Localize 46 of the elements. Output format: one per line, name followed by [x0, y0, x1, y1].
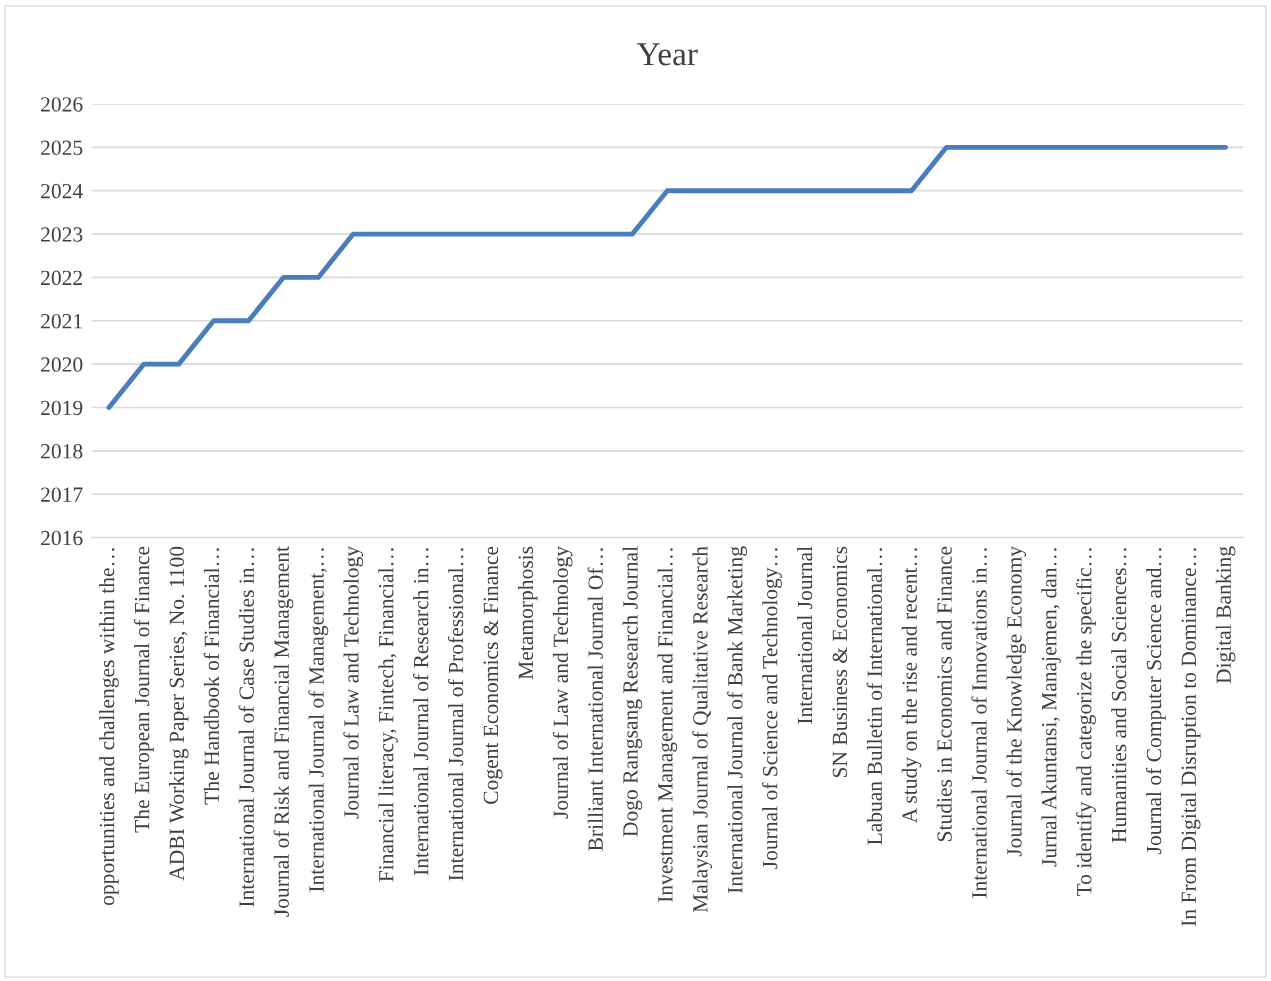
- x-tick-label: Journal of the Knowledge Economy: [1006, 546, 1027, 857]
- y-tick-label: 2016: [41, 530, 83, 546]
- x-tick-label: International Journal of Research in…: [413, 548, 429, 876]
- x-tick-label: In From Digital Disruption to Dominance…: [1180, 548, 1201, 927]
- x-tick-label: SN Business & Economics: [832, 546, 848, 778]
- x-tick-label: Metamorphosis: [517, 546, 538, 680]
- x-tick-label: Journal of Risk and Financial Management: [273, 546, 294, 917]
- y-tick-label: 2024: [41, 183, 83, 199]
- x-tick-label: International Journal of Case Studies in…: [238, 548, 255, 907]
- x-tick-label: International Journal of Bank Marketing: [727, 546, 747, 894]
- y-tick-label: 2025: [41, 140, 83, 156]
- x-tick-label: A study on the rise and recent…: [901, 548, 922, 824]
- y-tick-label: 2019: [41, 400, 83, 416]
- x-tick-label: opportunities and challenges within the…: [99, 548, 119, 906]
- y-tick-label: 2023: [41, 227, 83, 242]
- x-tick-label: International Journal: [797, 546, 813, 724]
- x-tick-label: International Journal of Professional…: [447, 548, 464, 881]
- y-tick-label: 2022: [41, 270, 82, 286]
- x-tick-label: Cogent Economics & Finance: [483, 546, 503, 804]
- x-tick-label: Humanities and Social Sciences…: [1111, 548, 1127, 843]
- x-tick-label: International Journal of Management,…: [308, 548, 329, 892]
- x-tick-label: ADBI Working Paper Series, No. 1100: [168, 546, 189, 881]
- x-tick-label: The European Journal of Finance: [133, 546, 154, 833]
- x-tick-label: Journal of Science and Technology…: [762, 548, 782, 869]
- y-tick-label: 2017: [41, 487, 83, 502]
- x-tick-label: To identify and categorize the specific…: [1076, 548, 1096, 897]
- y-tick-label: 2026: [41, 97, 83, 112]
- y-tick-label: 2018: [41, 444, 83, 459]
- x-tick-label: Journal of Law and Technology: [343, 546, 364, 819]
- x-tick-label: Labuan Bulletin of International…: [866, 548, 883, 845]
- x-tick-label: Financial literacy, Fintech, Financial…: [378, 548, 398, 882]
- x-tick-label: Dogo Rangsang Research Journal: [622, 546, 643, 837]
- chart-title: Year: [636, 43, 698, 66]
- x-tick-label: Brilliant International Journal Of…: [587, 548, 603, 851]
- x-tick-label: Studies in Economics and Finance: [936, 546, 952, 842]
- x-tick-label: The Handbook of Financial…: [203, 548, 220, 805]
- x-tick-label: Malaysian Journal of Qualitative Research: [692, 546, 713, 913]
- x-tick-label: Journal of Computer Science and…: [1145, 548, 1166, 854]
- y-tick-label: 2021: [41, 313, 82, 329]
- x-tick-label: Digital Banking: [1215, 546, 1236, 684]
- y-tick-label: 2020: [41, 357, 83, 372]
- line-series: [106, 144, 1229, 410]
- x-tick-label: Investment Management and Financial…: [657, 548, 678, 903]
- x-tick-label: International Journal of Innovations in…: [971, 548, 987, 898]
- x-tick-label: Journal of Law and Technology: [552, 546, 573, 819]
- x-tick-label: Jurnal Akuntansi, Manajemen, dan…: [1041, 548, 1061, 867]
